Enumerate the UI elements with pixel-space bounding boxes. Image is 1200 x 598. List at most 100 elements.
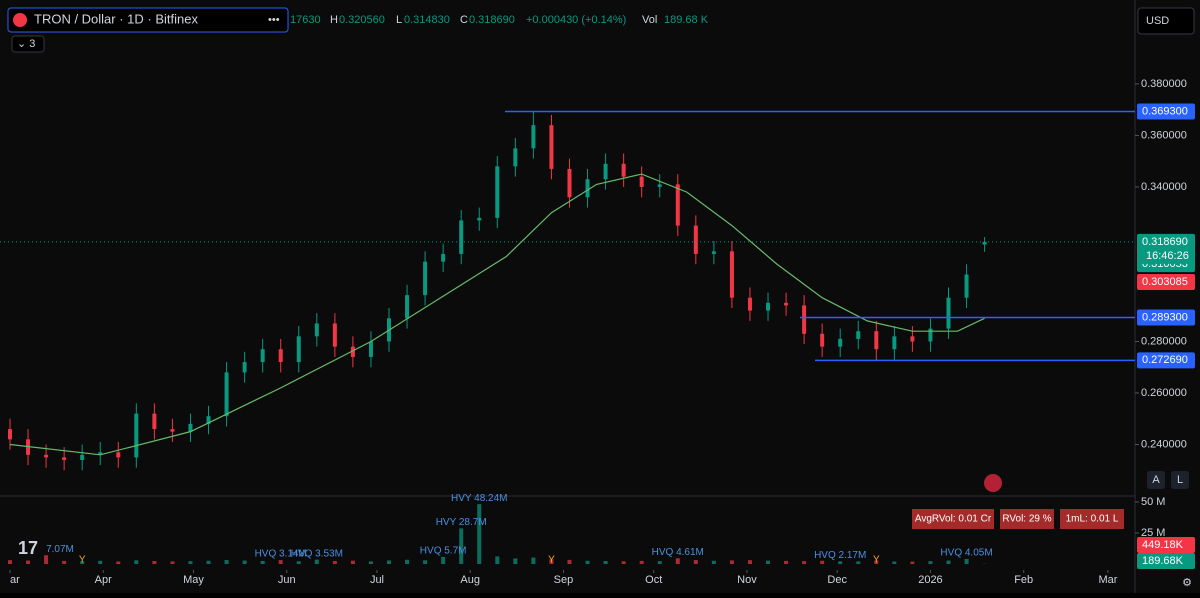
candle-body [423,262,427,295]
volume-bar [207,561,211,564]
volume-bar [26,561,30,564]
volume-annotation: HVQ 4.05M [940,548,992,559]
c-label: C [460,14,468,26]
volume-bar [820,561,824,564]
volume-bar [261,561,265,564]
vol-tick-label: 50 M [1141,496,1165,508]
candle-body [658,184,662,187]
volume-bar [766,561,770,564]
volume-marker: Y [548,555,555,566]
volume-bar [604,561,608,564]
settings-icon[interactable]: ⚙ [1182,577,1192,589]
x-tick-label: Dec [827,574,847,586]
volume-bar [315,560,319,564]
price-label: 0.289300 [1142,311,1188,323]
volume-label: 449.18K [1142,539,1184,551]
volume-bar [134,560,138,564]
candle-body [567,169,571,197]
candle-body [928,329,932,342]
candle-body [748,298,752,311]
volume-bar [333,561,337,564]
more[interactable]: ••• [268,14,280,26]
candle-body [459,220,463,253]
volume-annotation: HVY 48.24M [451,493,508,504]
open-value: 17630 [290,14,321,26]
change-value: +0.000430 (+0.14%) [526,14,626,26]
candle-body [405,295,409,318]
x-tick-label: ar [10,574,20,586]
x-tick-label: Jun [278,574,296,586]
volume-bar [947,561,951,564]
high-value: 0.320560 [339,14,385,26]
low-value: 0.314830 [404,14,450,26]
volume-bar [784,561,788,564]
price-label: 0.369300 [1142,105,1188,117]
indicator-count: ⌄ 3 [17,38,35,50]
volume-bar [170,561,174,564]
volume-bar [640,561,644,564]
y-tick-label: 0.360000 [1141,129,1187,141]
x-tick-label: Aug [460,574,480,586]
x-tick-label: Mar [1098,574,1117,586]
candle-body [874,331,878,349]
volume-bar [405,560,409,564]
volume-bar [712,561,716,564]
volume-bar [838,561,842,564]
volume-bar [152,561,156,564]
currency: USD [1146,15,1169,27]
volume-bar [586,561,590,564]
volume-annotation: HVQ 2.17M [814,550,866,561]
h-label: H [330,14,338,26]
logo: 17 [18,538,38,558]
volume-bar [892,562,896,564]
x-tick-label: Feb [1014,574,1033,586]
badge: AvgRVol: 0.01 Cr [915,514,992,525]
price-label: 0.272690 [1142,354,1188,366]
flag-event[interactable] [984,474,1002,492]
x-tick-label: Apr [95,574,112,586]
candle-body [965,275,969,298]
candle-body [116,452,120,457]
volume-bar [495,556,499,564]
volume-bar [730,560,734,564]
candle-body [730,251,734,297]
price-label: 0.318690 [1142,236,1188,248]
volume-bar [622,561,626,564]
x-tick-label: 2026 [918,574,942,586]
volume-bar [369,561,373,564]
symbol-icon [13,13,27,27]
indicator-count-value: 3 [29,38,35,50]
candle-body [243,362,247,372]
candle-body [225,372,229,416]
volume-bar [531,558,535,564]
close-value: 0.318690 [469,14,515,26]
y-tick-label: 0.380000 [1141,78,1187,90]
y-tick-label: 0.260000 [1141,387,1187,399]
candle-body [856,331,860,339]
candle-body [152,414,156,429]
candle-body [62,457,66,460]
volume-bar [243,561,247,564]
candle-body [549,125,553,169]
x-tick-label: Nov [737,574,757,586]
volume-bar [62,561,66,564]
candle-body [802,305,806,333]
candle-body [820,334,824,347]
volume-bar [188,561,192,564]
volume-annotation: HVQ 4.61M [652,547,704,558]
candle-body [910,336,914,341]
candle-body [134,414,138,458]
candle-body [44,455,48,458]
candle-body [947,298,951,329]
volume-annotation: HVY 28.7M [436,517,487,528]
candle-body [586,179,590,197]
volume-bar [965,559,969,564]
volume-bar [513,558,517,564]
candle-body [8,429,12,439]
y-tick-label: 0.340000 [1141,181,1187,193]
volume-bar [802,561,806,564]
volume-bar [351,561,355,564]
candle-body [531,125,535,148]
